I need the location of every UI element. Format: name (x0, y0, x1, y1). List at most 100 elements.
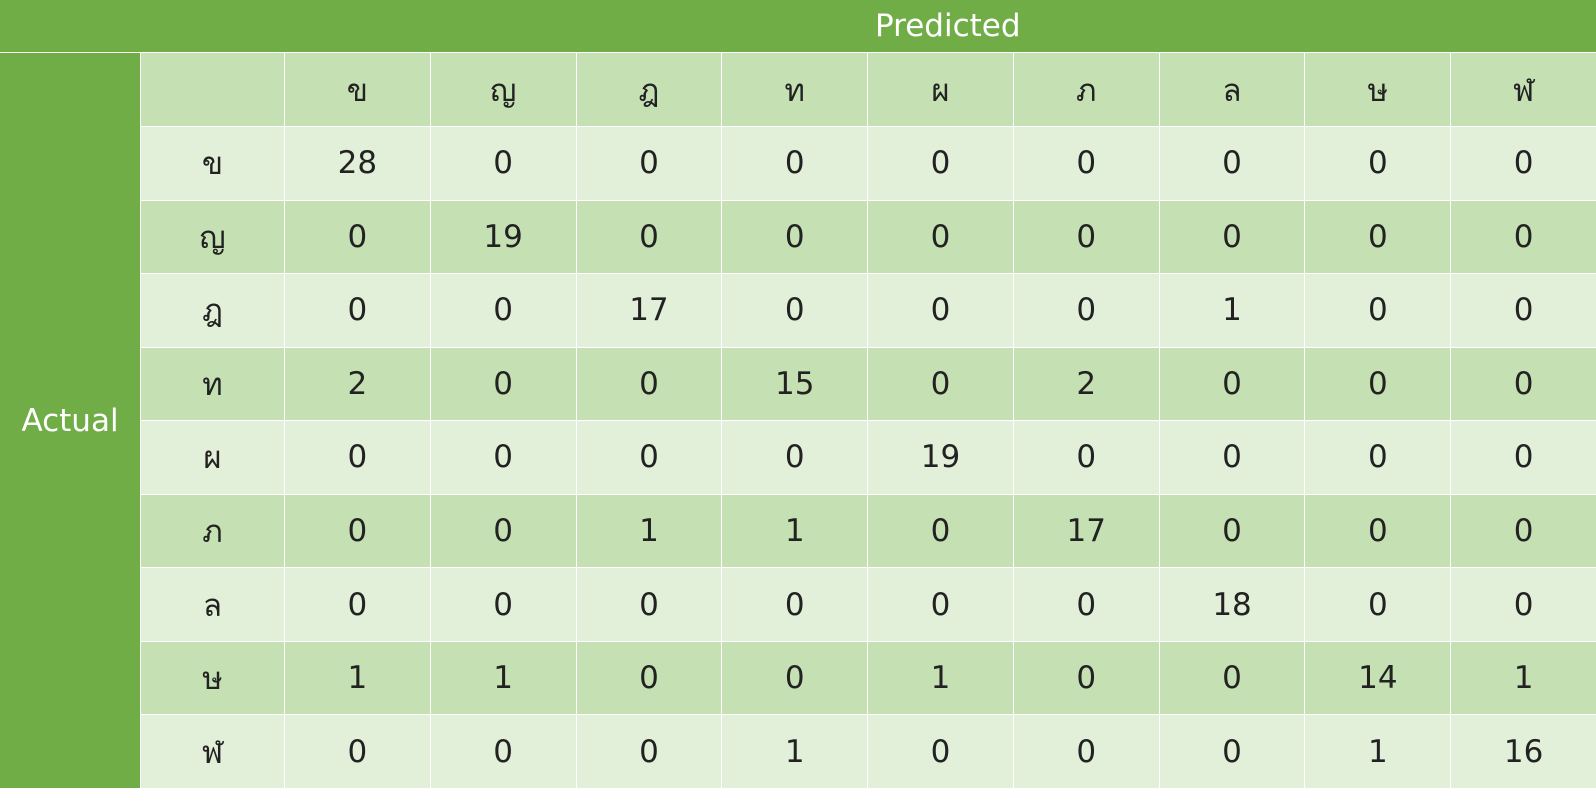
predicted-label: ฎ (576, 53, 722, 126)
matrix-cell: 1 (722, 715, 868, 788)
matrix-cell: 0 (722, 421, 868, 494)
matrix-cell: 1 (1451, 641, 1596, 715)
matrix-cell: 0 (576, 715, 722, 788)
matrix-cell: 0 (1159, 494, 1305, 568)
matrix-cell: 14 (1305, 641, 1451, 715)
matrix-cell: 0 (1159, 127, 1305, 200)
predicted-label: ท (722, 53, 868, 126)
matrix-cell: 0 (1159, 200, 1305, 274)
matrix-cell: 17 (576, 274, 722, 347)
matrix-cell: 0 (868, 200, 1013, 274)
matrix-cell: 0 (868, 494, 1013, 568)
matrix-cell: 0 (1013, 200, 1159, 274)
matrix-cell: 0 (1013, 274, 1159, 347)
matrix-cell: 0 (1305, 494, 1451, 568)
predicted-label: ภ (1013, 53, 1159, 126)
actual-label: ญ (141, 200, 284, 274)
matrix-cell: 0 (1305, 127, 1451, 200)
actual-label: ล (141, 568, 284, 641)
predicted-axis-label: Predicted (0, 0, 1596, 52)
matrix-cell: 15 (722, 347, 868, 421)
predicted-label: ญ (430, 53, 576, 126)
predicted-label: ข (285, 53, 430, 126)
matrix-cell: 0 (1159, 347, 1305, 421)
actual-label: ภ (141, 494, 284, 568)
matrix-cell: 0 (285, 568, 430, 641)
matrix-cell: 2 (285, 347, 430, 421)
matrix-cell: 0 (1159, 641, 1305, 715)
matrix-cell: 17 (1013, 494, 1159, 568)
matrix-cell: 0 (576, 200, 722, 274)
matrix-cell: 0 (430, 127, 576, 200)
matrix-cell: 0 (576, 421, 722, 494)
matrix-cell: 18 (1159, 568, 1305, 641)
matrix-cell: 1 (1159, 274, 1305, 347)
matrix-cell: 0 (430, 715, 576, 788)
matrix-cell: 0 (868, 715, 1013, 788)
matrix-cell: 0 (1305, 568, 1451, 641)
matrix-cell: 0 (722, 568, 868, 641)
matrix-cell: 0 (1451, 274, 1596, 347)
actual-label: ข (141, 127, 284, 200)
matrix-cell: 0 (285, 421, 430, 494)
matrix-cell: 0 (1013, 421, 1159, 494)
matrix-cell: 0 (1451, 568, 1596, 641)
matrix-cell: 0 (576, 641, 722, 715)
actual-label: ท (141, 347, 284, 421)
matrix-cell: 1 (1305, 715, 1451, 788)
matrix-cell: 0 (430, 421, 576, 494)
matrix-cell: 0 (1451, 347, 1596, 421)
matrix-cell: 1 (576, 494, 722, 568)
predicted-label: ฬ (1451, 53, 1596, 126)
matrix-cell: 0 (1013, 127, 1159, 200)
matrix-cell: 0 (1013, 715, 1159, 788)
matrix-cell: 1 (722, 494, 868, 568)
matrix-cell: 0 (1305, 274, 1451, 347)
matrix-cell: 16 (1451, 715, 1596, 788)
matrix-cell: 0 (576, 568, 722, 641)
matrix-cell: 0 (576, 127, 722, 200)
matrix-cell: 1 (430, 641, 576, 715)
matrix-cell: 0 (868, 274, 1013, 347)
actual-label: ผ (141, 421, 284, 494)
matrix-cell: 0 (430, 347, 576, 421)
matrix-cell: 19 (430, 200, 576, 274)
matrix-cell: 0 (1159, 715, 1305, 788)
matrix-cell: 0 (285, 200, 430, 274)
matrix-cell: 0 (1451, 127, 1596, 200)
matrix-cell: 0 (285, 494, 430, 568)
matrix-cell: 0 (1451, 421, 1596, 494)
corner-cell (141, 53, 284, 126)
matrix-cell: 0 (722, 127, 868, 200)
matrix-cell: 0 (868, 347, 1013, 421)
matrix-cell: 0 (430, 274, 576, 347)
matrix-cell: 0 (722, 200, 868, 274)
matrix-cell: 0 (868, 568, 1013, 641)
matrix-cell: 0 (1451, 200, 1596, 274)
matrix-cell: 0 (1305, 347, 1451, 421)
matrix-cell: 0 (430, 568, 576, 641)
actual-axis-label: Actual (0, 53, 140, 788)
predicted-label: ผ (868, 53, 1013, 126)
matrix-cell: 28 (285, 127, 430, 200)
matrix-cell: 0 (1013, 641, 1159, 715)
actual-label: ฬ (141, 715, 284, 788)
matrix-cell: 0 (1159, 421, 1305, 494)
predicted-label: ล (1159, 53, 1305, 126)
matrix-cell: 0 (285, 715, 430, 788)
matrix-cell: 0 (576, 347, 722, 421)
matrix-cell: 0 (430, 494, 576, 568)
matrix-cell: 0 (1305, 200, 1451, 274)
predicted-label: ษ (1305, 53, 1451, 126)
matrix-cell: 0 (1451, 494, 1596, 568)
matrix-cell: 0 (285, 274, 430, 347)
matrix-cell: 0 (1013, 568, 1159, 641)
matrix-cell: 0 (1305, 421, 1451, 494)
actual-label: ฎ (141, 274, 284, 347)
matrix-cell: 0 (722, 274, 868, 347)
matrix-cell: 19 (868, 421, 1013, 494)
matrix-cell: 0 (722, 641, 868, 715)
actual-label: ษ (141, 641, 284, 715)
matrix-cell: 1 (868, 641, 1013, 715)
